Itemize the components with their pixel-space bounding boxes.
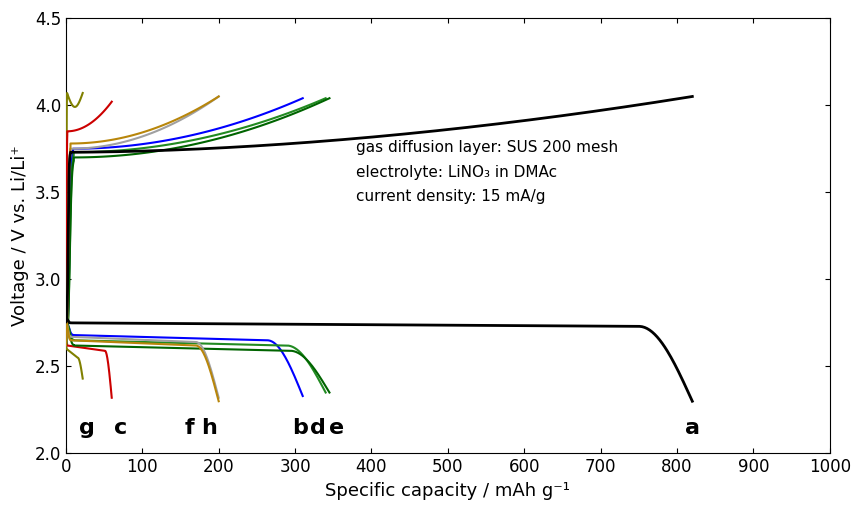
Text: d: d [310,418,325,438]
Text: a: a [684,418,699,438]
Text: b: b [291,418,307,438]
X-axis label: Specific capacity / mAh g⁻¹: Specific capacity / mAh g⁻¹ [325,482,570,500]
Text: e: e [328,418,344,438]
Y-axis label: Voltage / V vs. Li/Li⁺: Voltage / V vs. Li/Li⁺ [11,146,29,326]
Text: g: g [79,418,95,438]
Text: gas diffusion layer: SUS 200 mesh
electrolyte: LiNO₃ in DMAc
current density: 15: gas diffusion layer: SUS 200 mesh electr… [356,140,617,204]
Text: h: h [201,418,217,438]
Text: c: c [115,418,127,438]
Text: f: f [184,418,195,438]
